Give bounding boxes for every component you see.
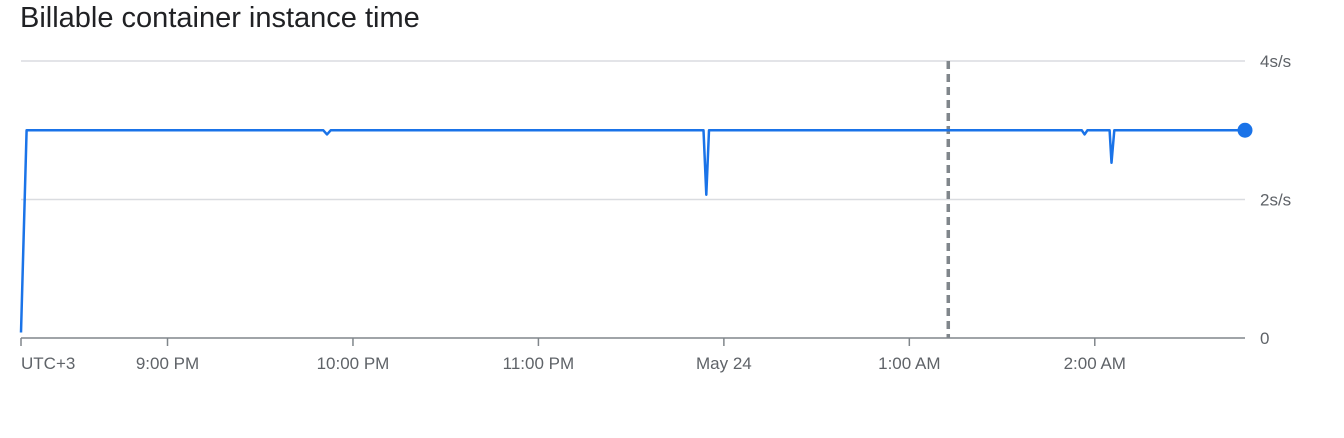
x-tick-label: 2:00 AM xyxy=(1064,354,1126,373)
x-axis: UTC+3 9:00 PM 10:00 PM 11:00 PM May 24 1:00 A… xyxy=(20,337,1245,373)
x-tick-label: May 24 xyxy=(696,354,752,373)
series-group xyxy=(19,122,1253,333)
y-tick-label: 0 xyxy=(1260,329,1269,348)
y-tick-label: 4s/s xyxy=(1260,52,1291,71)
y-tick-label: 2s/s xyxy=(1260,191,1291,210)
x-tick-label: 11:00 PM xyxy=(503,354,575,373)
x-tick-label: 1:00 AM xyxy=(878,354,940,373)
timezone-label: UTC+3 xyxy=(21,354,75,373)
y-axis-ticks: 0 2s/s 4s/s xyxy=(1260,52,1291,348)
gridlines xyxy=(21,60,1245,201)
x-tick-label: 10:00 PM xyxy=(317,354,390,373)
x-tick-label: 9:00 PM xyxy=(136,354,199,373)
series-endpoint-dot xyxy=(1237,122,1253,138)
series-line xyxy=(19,129,1245,333)
chart-title: Billable container instance time xyxy=(20,2,420,34)
